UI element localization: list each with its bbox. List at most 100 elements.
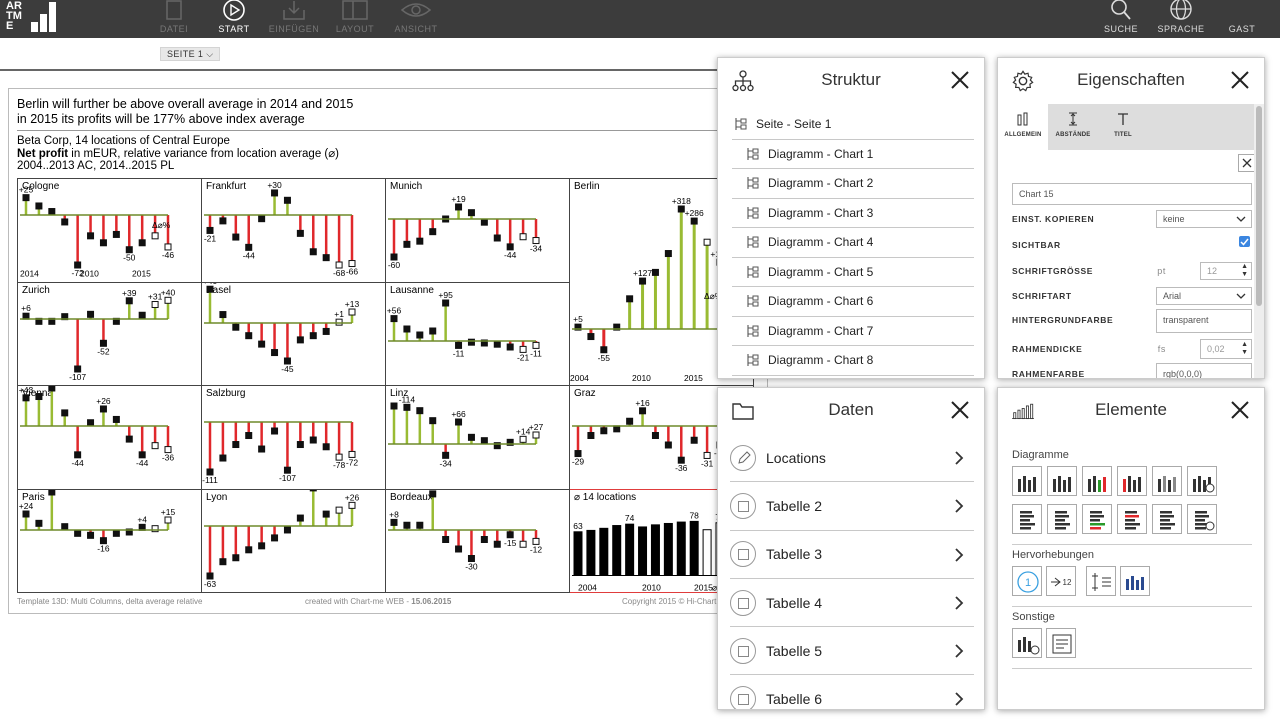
nav-file-button[interactable]: DATEI xyxy=(142,0,206,38)
highlight-number-button[interactable]: 1 xyxy=(1012,566,1042,596)
chart-cell[interactable]: Bordeaux +8 +38 -30 -15 -12 xyxy=(385,488,570,593)
diagram-type-button[interactable] xyxy=(1152,466,1182,496)
tree-item-page[interactable]: Seite - Seite 1 xyxy=(732,110,974,140)
chart-cell[interactable]: Linz -114 -34 +66 +14 +27 xyxy=(385,385,570,490)
chart-name-field[interactable]: Chart 15 xyxy=(1012,183,1252,205)
lollipop-marker xyxy=(232,553,240,561)
nav-guest-button[interactable]: GAST xyxy=(1210,0,1274,38)
border-width-stepper[interactable]: 0,02 ▲ ▼ xyxy=(1200,339,1252,359)
diagram-type-button[interactable] xyxy=(1082,504,1112,534)
tree-item-label: Diagramm - Chart 3 xyxy=(768,205,874,220)
chevron-right-icon[interactable] xyxy=(954,643,964,659)
chart-link-button[interactable] xyxy=(1012,628,1042,658)
diagram-type-button[interactable] xyxy=(1187,504,1217,534)
tab-allgemein[interactable]: ALLGEMEIN xyxy=(998,104,1048,150)
chevron-right-icon[interactable] xyxy=(954,498,964,514)
tree-item-chart[interactable]: Diagramm - Chart 1 xyxy=(732,140,974,169)
text-block-button[interactable] xyxy=(1046,628,1076,658)
stepper-arrows-icon[interactable]: ▲ ▼ xyxy=(1241,263,1248,278)
data-table-item[interactable]: Tabelle 2 xyxy=(730,482,974,531)
lollipop-marker xyxy=(506,438,514,446)
lollipop-marker xyxy=(271,427,279,435)
bar-mark xyxy=(663,522,673,576)
chart-cell[interactable]: Vienna+43+58-44+26-44-36 xyxy=(17,385,202,490)
node-icon xyxy=(747,147,759,160)
diagram-type-button[interactable] xyxy=(1117,466,1147,496)
highlight-bars-button[interactable] xyxy=(1120,566,1150,596)
background-color-field[interactable]: transparent xyxy=(1156,309,1252,333)
app-logo[interactable]: CHARTME xyxy=(6,0,56,32)
chart-cell[interactable]: Lyon-63+48+26 xyxy=(201,488,386,593)
nav-language-button[interactable]: SPRACHE xyxy=(1149,0,1213,38)
stepper-arrows-icon[interactable]: ▲ ▼ xyxy=(1241,341,1248,356)
scrollbar-thumb[interactable] xyxy=(1256,106,1262,306)
tree-item-chart[interactable]: Diagramm - Chart 2 xyxy=(732,169,974,199)
tree-item-chart[interactable]: Diagramm - Chart 8 xyxy=(732,346,974,376)
close-icon[interactable] xyxy=(950,400,970,420)
diagram-type-button[interactable] xyxy=(1047,466,1077,496)
tree-item-chart[interactable]: Diagramm - Chart 4 xyxy=(732,228,974,258)
diagram-type-button[interactable] xyxy=(1117,504,1147,534)
copy-settings-select[interactable]: keine xyxy=(1156,210,1252,228)
chevron-right-icon[interactable] xyxy=(954,691,964,707)
bar-edit-icon xyxy=(1195,511,1215,531)
font-size-stepper[interactable]: 12 ▲ ▼ xyxy=(1200,262,1252,280)
page-tab[interactable]: SEITE 1 ⌵ xyxy=(160,47,221,61)
chevron-right-icon[interactable] xyxy=(954,450,964,466)
chart-cell[interactable]: Salzburg -111 -107 -78 -72 xyxy=(201,385,386,490)
clear-button[interactable] xyxy=(1238,154,1256,172)
diagram-type-button[interactable] xyxy=(1082,466,1112,496)
data-table-item[interactable]: Tabelle 6 xyxy=(730,675,974,709)
scrollbar[interactable] xyxy=(1254,104,1264,378)
font-select[interactable]: Arial xyxy=(1156,287,1252,305)
chart-cell[interactable]: Zurich +6 -107 -52 +39 +31 +40 xyxy=(17,281,202,386)
lollipop-marker xyxy=(22,394,30,402)
tree-item-chart[interactable]: Diagramm - Chart 6 xyxy=(732,287,974,317)
chevron-right-icon[interactable] xyxy=(954,547,964,563)
tree-item-chart[interactable]: Diagramm - Chart 5 xyxy=(732,258,974,287)
tab-titel[interactable]: TITEL xyxy=(1098,104,1148,150)
diagram-type-button[interactable] xyxy=(1047,504,1077,534)
lollipop-marker xyxy=(416,407,424,415)
lollipop-marker xyxy=(219,557,227,565)
chart-cell[interactable]: Cologne +25 -72 -50 -46 Δ⌀% 2014 2010 2015 xyxy=(17,178,202,283)
diagram-type-button[interactable] xyxy=(1012,466,1042,496)
visible-checkbox[interactable] xyxy=(1239,236,1250,247)
close-icon[interactable] xyxy=(1230,70,1250,90)
data-table-item[interactable]: Tabelle 4 xyxy=(730,579,974,628)
border-color-field[interactable]: rgb(0,0,0) xyxy=(1156,363,1252,378)
close-icon[interactable] xyxy=(950,70,970,90)
lollipop-marker xyxy=(125,528,133,535)
data-label: +95 xyxy=(438,290,453,300)
data-label: +26 xyxy=(345,492,360,502)
chart-cell[interactable]: Lausanne +56 +95 -11 -21 -11 xyxy=(385,281,570,386)
close-icon[interactable] xyxy=(1230,400,1250,420)
diagram-type-button[interactable] xyxy=(1012,504,1042,534)
data-table-item[interactable]: Tabelle 3 xyxy=(730,531,974,579)
chart-cell[interactable]: Basel+40 -45 +1+13 xyxy=(201,281,386,386)
chart-cell[interactable]: Paris+24+57-16+4+15 xyxy=(17,488,202,593)
tree-item-chart[interactable]: Diagramm - Chart 7 xyxy=(732,317,974,346)
lollipop-marker xyxy=(429,489,437,497)
nav-insert-button[interactable]: EINFÜGEN xyxy=(262,0,326,38)
nav-layout-button[interactable]: LAYOUT xyxy=(323,0,387,38)
highlight-bracket-button[interactable] xyxy=(1086,566,1116,596)
nav-search-button[interactable]: SUCHE xyxy=(1089,0,1153,38)
diagram-type-button[interactable] xyxy=(1152,504,1182,534)
tree-item-chart[interactable]: Diagramm - Chart 3 xyxy=(732,199,974,228)
highlight-arrow-button[interactable]: 12 xyxy=(1046,566,1076,596)
lollipop-marker xyxy=(245,545,253,553)
tab-abstaende[interactable]: ABSTÄNDE xyxy=(1048,104,1098,150)
tree-children: Diagramm - Chart 1 Diagramm - Chart 2 Diag… xyxy=(732,140,974,376)
data-table-item[interactable]: Tabelle 5 xyxy=(730,627,974,676)
bar-mark xyxy=(573,530,583,576)
nav-view-button[interactable]: ANSICHT xyxy=(384,0,448,38)
chart-cell[interactable]: Frankfurt -21 -44 +30 -68 -66 xyxy=(201,178,386,283)
bar-glyph xyxy=(1125,519,1135,522)
data-table-item[interactable]: Locations xyxy=(730,434,974,483)
chevron-right-icon[interactable] xyxy=(954,595,964,611)
chart-cell[interactable]: Munich -60 +19 -44 -34 xyxy=(385,178,570,283)
diagram-type-button[interactable] xyxy=(1187,466,1217,496)
nav-start-button[interactable]: START xyxy=(202,0,266,38)
lollipop-marker xyxy=(493,442,501,450)
